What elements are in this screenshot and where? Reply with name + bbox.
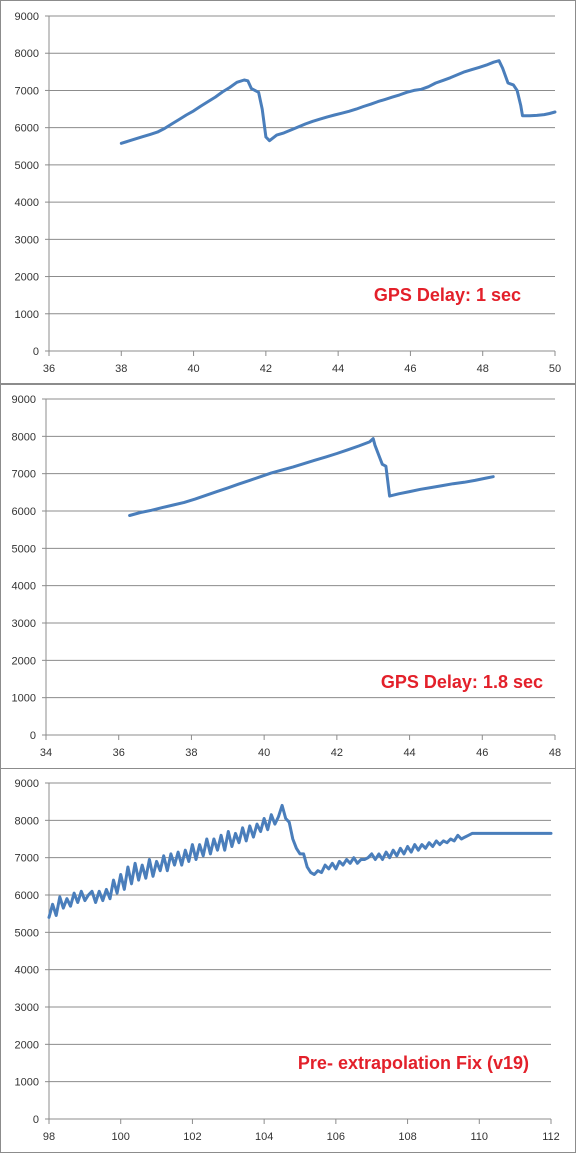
y-tick-label: 4000	[12, 581, 36, 593]
x-tick-label: 46	[404, 363, 416, 375]
x-tick-label: 38	[185, 747, 197, 759]
chart-annotation: Pre- extrapolation Fix (v19)	[298, 1053, 529, 1073]
y-tick-label: 5000	[15, 160, 39, 172]
chart-panel-2: 0 1000 2000 3000 4000 5000 6000 7000 8000 9000 34 3…	[0, 384, 576, 769]
y-tick-label: 8000	[12, 431, 36, 443]
y-tick-label: 2000	[15, 272, 39, 284]
x-tick-label: 40	[187, 363, 199, 375]
y-tick-label: 4000	[15, 965, 39, 977]
y-tick-label: 9000	[15, 778, 39, 790]
chart-3-svg: 0 1000 2000 3000 4000 5000 6000 7000 8000 9000 98 1…	[15, 778, 560, 1143]
x-tick-label: 110	[471, 1131, 489, 1143]
x-tick-label: 100	[112, 1131, 130, 1143]
x-tick-label: 40	[258, 747, 270, 759]
y-tick-label: 3000	[12, 618, 36, 630]
chart-panel-1: 0 1000 2000 3000 4000 5000 6000 7000 8000 9000 36 3…	[0, 0, 576, 384]
x-tick-label: 48	[477, 363, 489, 375]
y-tick-label: 9000	[12, 394, 36, 406]
y-tick-label: 6000	[15, 890, 39, 902]
x-tick-label: 108	[398, 1131, 416, 1143]
y-tick-label: 5000	[12, 543, 36, 555]
x-tick-label: 42	[260, 363, 272, 375]
chart-annotation: GPS Delay: 1 sec	[374, 285, 521, 305]
y-tick-label: 9000	[15, 11, 39, 23]
y-tick-label: 2000	[12, 655, 36, 667]
series-line	[119, 59, 557, 145]
y-tick-label: 7000	[15, 85, 39, 97]
x-tick-label: 44	[403, 747, 415, 759]
y-tick-label: 0	[33, 1114, 39, 1126]
y-tick-label: 1000	[15, 1077, 39, 1089]
x-tick-label: 112	[542, 1131, 560, 1143]
series-line	[128, 437, 495, 517]
x-tick-label: 36	[43, 363, 55, 375]
y-tick-label: 4000	[15, 197, 39, 209]
x-tick-label: 104	[255, 1131, 273, 1143]
y-tick-label: 0	[33, 346, 39, 358]
y-tick-label: 8000	[15, 48, 39, 60]
x-tick-label: 98	[43, 1131, 55, 1143]
y-tick-label: 2000	[15, 1039, 39, 1051]
y-tick-label: 5000	[15, 927, 39, 939]
x-tick-label: 106	[327, 1131, 345, 1143]
y-tick-label: 6000	[15, 123, 39, 135]
y-tick-label: 0	[30, 730, 36, 742]
y-tick-label: 3000	[15, 234, 39, 246]
y-tick-label: 6000	[12, 506, 36, 518]
y-tick-label: 7000	[12, 469, 36, 481]
x-tick-label: 50	[549, 363, 561, 375]
chart-1-svg: 0 1000 2000 3000 4000 5000 6000 7000 8000 9000 36 3…	[15, 11, 562, 375]
series-line	[47, 803, 553, 919]
x-tick-label: 102	[183, 1131, 201, 1143]
y-tick-label: 3000	[15, 1002, 39, 1014]
y-tick-label: 7000	[15, 853, 39, 865]
y-tick-label: 8000	[15, 815, 39, 827]
y-tick-label: 1000	[15, 309, 39, 321]
chart-2-svg: 0 1000 2000 3000 4000 5000 6000 7000 8000 9000 34 3…	[12, 394, 562, 759]
x-tick-label: 36	[113, 747, 125, 759]
chart-panel-3: 0 1000 2000 3000 4000 5000 6000 7000 8000 9000 98 1…	[0, 768, 576, 1153]
x-tick-label: 46	[476, 747, 488, 759]
y-tick-label: 1000	[12, 693, 36, 705]
x-tick-label: 38	[115, 363, 127, 375]
x-tick-label: 44	[332, 363, 344, 375]
x-tick-label: 42	[331, 747, 343, 759]
x-tick-label: 48	[549, 747, 561, 759]
x-tick-label: 34	[40, 747, 52, 759]
chart-annotation: GPS Delay: 1.8 sec	[381, 672, 543, 692]
